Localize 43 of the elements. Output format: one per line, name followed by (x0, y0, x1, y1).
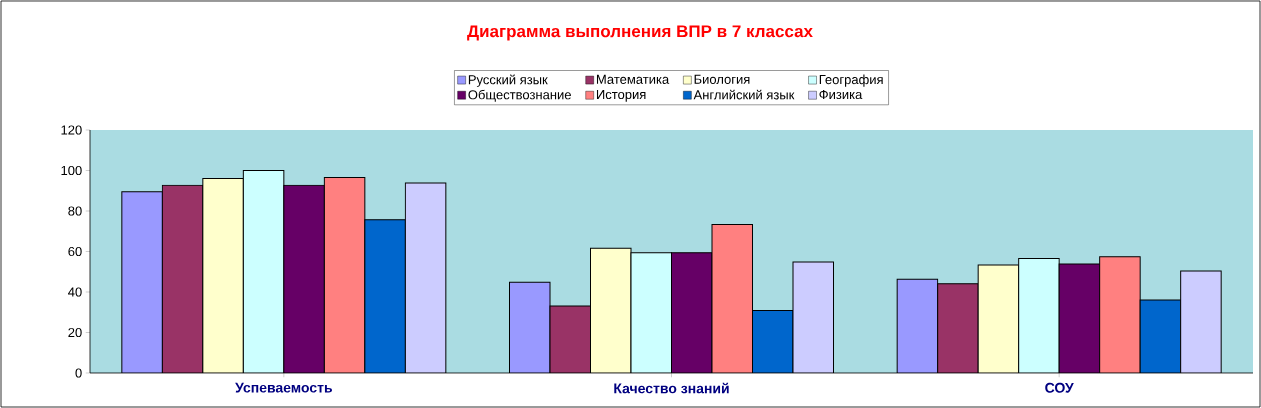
legend-label: Русский язык (468, 74, 548, 87)
y-tick-label: 0 (75, 368, 82, 378)
bar (1099, 256, 1141, 373)
bar (1018, 258, 1060, 373)
y-tick-label: 80 (68, 206, 82, 216)
bar (1139, 299, 1182, 373)
legend-label: Физика (819, 89, 863, 100)
bar (896, 278, 939, 373)
legend-label: География (819, 74, 883, 87)
x-tick-label: Качество знаний (614, 382, 729, 394)
y-tick-label: 100 (61, 165, 82, 176)
bar (671, 252, 712, 373)
bar (1180, 270, 1222, 373)
bar (590, 248, 632, 373)
y-tick-label: 40 (68, 287, 82, 297)
chart-title: Диаграмма выполнения ВПР в 7 классах (467, 25, 813, 41)
legend-label: История (596, 90, 646, 102)
legend-label: Математика (596, 74, 670, 84)
bar (631, 252, 672, 373)
bar (324, 177, 365, 373)
y-tick-label: 60 (68, 246, 82, 257)
bar (793, 262, 834, 373)
y-tick-label: 120 (61, 125, 82, 135)
bar (712, 224, 753, 373)
bar (977, 264, 1020, 373)
bar (121, 191, 163, 373)
bar (752, 310, 793, 373)
x-tick-label: СОУ (1045, 382, 1074, 393)
bar (509, 282, 550, 373)
bar (162, 185, 203, 373)
bar (405, 183, 446, 373)
bar (283, 185, 325, 373)
bar (550, 305, 591, 373)
bar (937, 283, 979, 373)
legend-label: Биология (694, 74, 750, 84)
x-tick-label: Успеваемость (235, 382, 332, 393)
y-tick-label: 20 (68, 327, 82, 338)
bar (243, 170, 284, 373)
bar (364, 219, 406, 373)
legend-label: Обществознание (468, 89, 571, 102)
legend-label: Английский язык (693, 89, 795, 100)
bar (202, 178, 244, 373)
bar (1058, 263, 1101, 373)
